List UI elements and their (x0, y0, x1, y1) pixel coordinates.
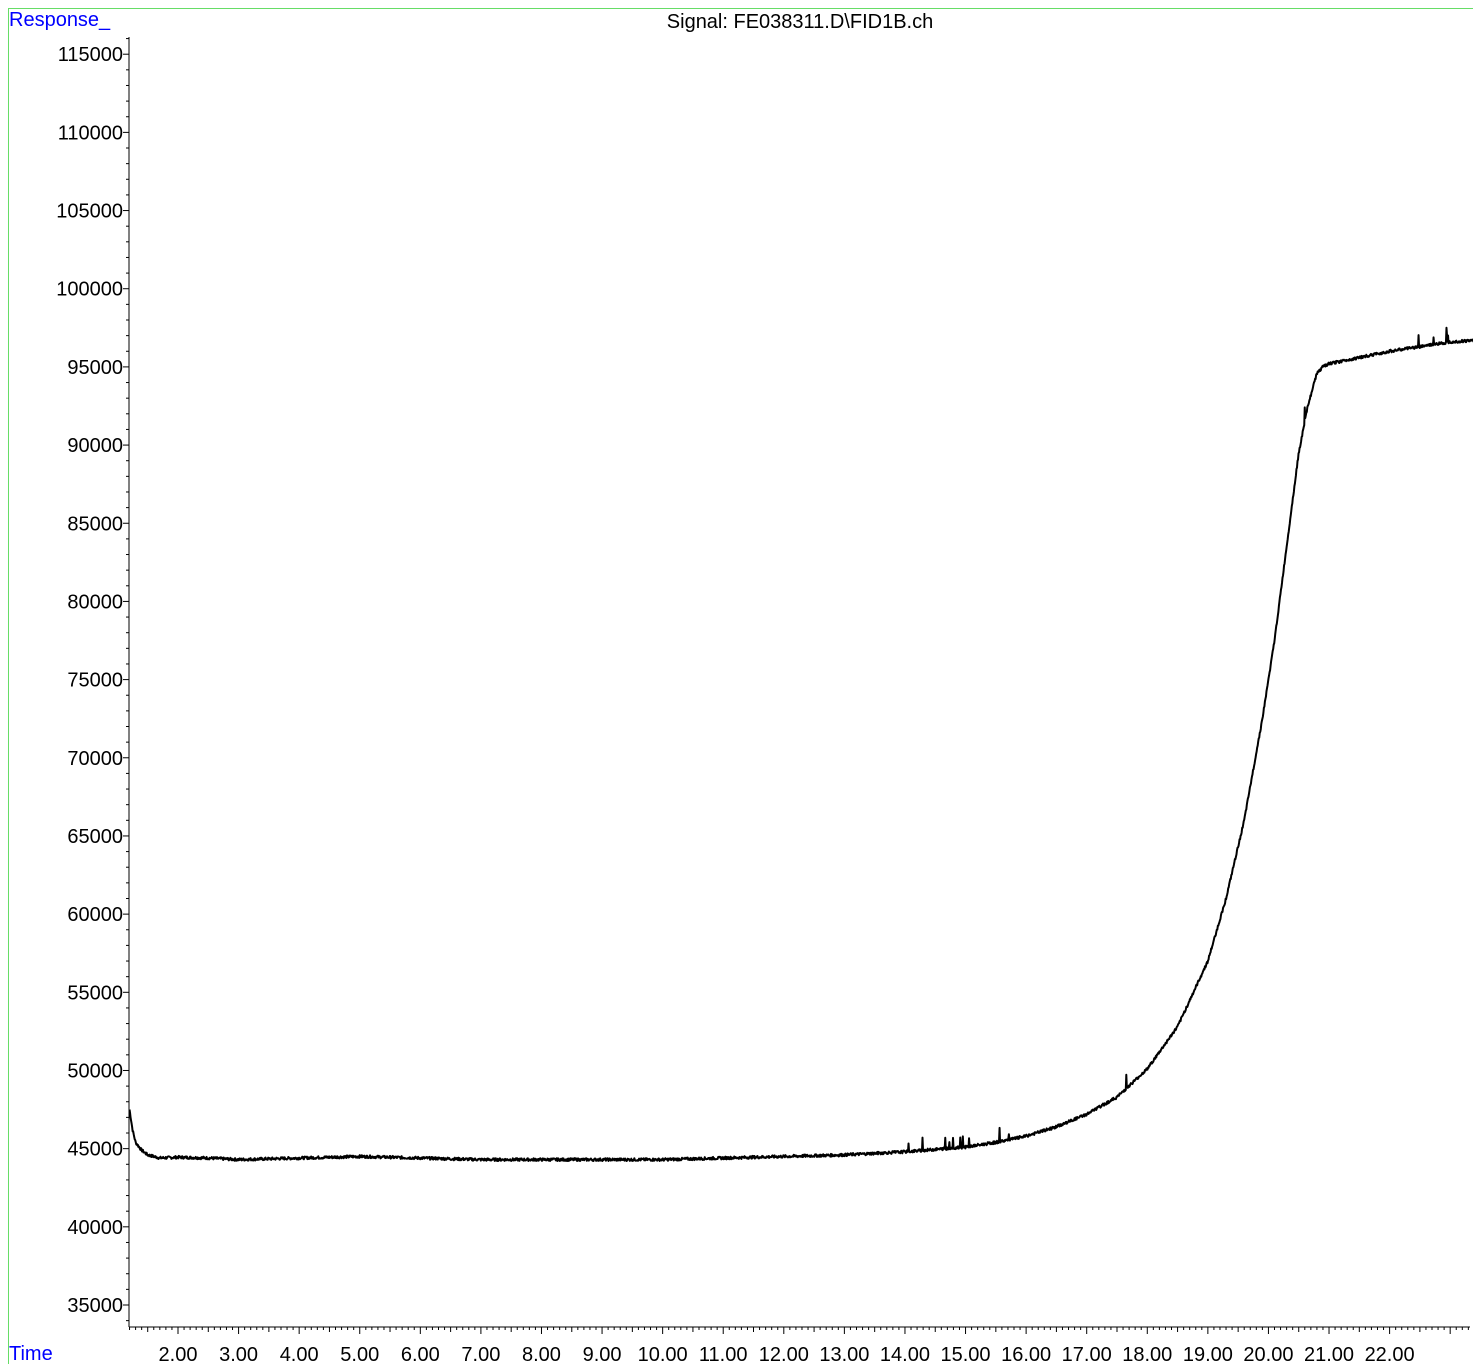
plot-area (128, 326, 1473, 1162)
x-tick-label: 10.00 (638, 1344, 688, 1364)
x-tick-label: 4.00 (280, 1344, 319, 1364)
x-tick-label: 17.00 (1062, 1344, 1112, 1364)
x-tick-label: 11.00 (699, 1344, 748, 1364)
x-tick-label: 2.00 (159, 1344, 198, 1364)
y-tick-label: 85000 (67, 513, 123, 535)
x-axis-label: Time (9, 1343, 53, 1365)
x-tick-label: 18.00 (1122, 1344, 1172, 1364)
y-tick-label: 100000 (56, 279, 123, 301)
x-tick-label: 22.00 (1365, 1344, 1415, 1364)
x-tick-label: 6.00 (401, 1344, 440, 1364)
y-tick-label: 90000 (67, 435, 123, 457)
chart-frame (8, 8, 1473, 1364)
y-tick-label: 115000 (58, 44, 123, 66)
y-tick-label: 95000 (67, 357, 123, 379)
x-ticks: 2.00 3.00 4.00 5.00 6.00 7.00 8.00 9.00 10.00 11.… (129, 1327, 1469, 1364)
x-tick-label: 12.00 (759, 1344, 809, 1364)
y-tick-label: 110000 (58, 122, 123, 144)
y-tick-label: 35000 (67, 1295, 123, 1317)
x-tick-label: 19.00 (1183, 1344, 1233, 1364)
x-tick-label: 9.00 (583, 1344, 622, 1364)
y-axis-label: Response_ (9, 9, 111, 31)
y-tick-label: 65000 (67, 826, 123, 848)
x-tick-label: 7.00 (461, 1344, 500, 1364)
x-tick-label: 16.00 (1001, 1344, 1051, 1364)
x-tick-label: 20.00 (1243, 1344, 1293, 1364)
y-tick-label: 80000 (67, 591, 123, 613)
chart-title: Signal: FE038311.D\FID1B.ch (666, 11, 934, 33)
y-tick-label: 75000 (67, 670, 123, 692)
x-tick-label: 3.00 (219, 1344, 258, 1364)
x-tick-label: 5.00 (340, 1344, 379, 1364)
x-tick-label: 13.00 (819, 1344, 869, 1364)
y-tick-label: 70000 (67, 748, 123, 770)
x-tick-label: 15.00 (941, 1344, 991, 1364)
y-tick-label: 60000 (67, 904, 123, 926)
signal-trace (128, 326, 1473, 1162)
x-tick-label: 8.00 (522, 1344, 561, 1364)
y-tick-label: 55000 (67, 982, 123, 1004)
x-tick-label: 21.00 (1304, 1344, 1354, 1364)
y-tick-label: 50000 (67, 1060, 123, 1082)
y-tick-label: 40000 (67, 1217, 123, 1239)
x-tick-label: 14.00 (880, 1344, 930, 1364)
y-tick-label: 105000 (56, 201, 123, 223)
y-ticks: 35000 40000 45000 50000 55000 60000 65000 70000… (56, 38, 129, 1322)
y-tick-label: 45000 (67, 1139, 123, 1161)
